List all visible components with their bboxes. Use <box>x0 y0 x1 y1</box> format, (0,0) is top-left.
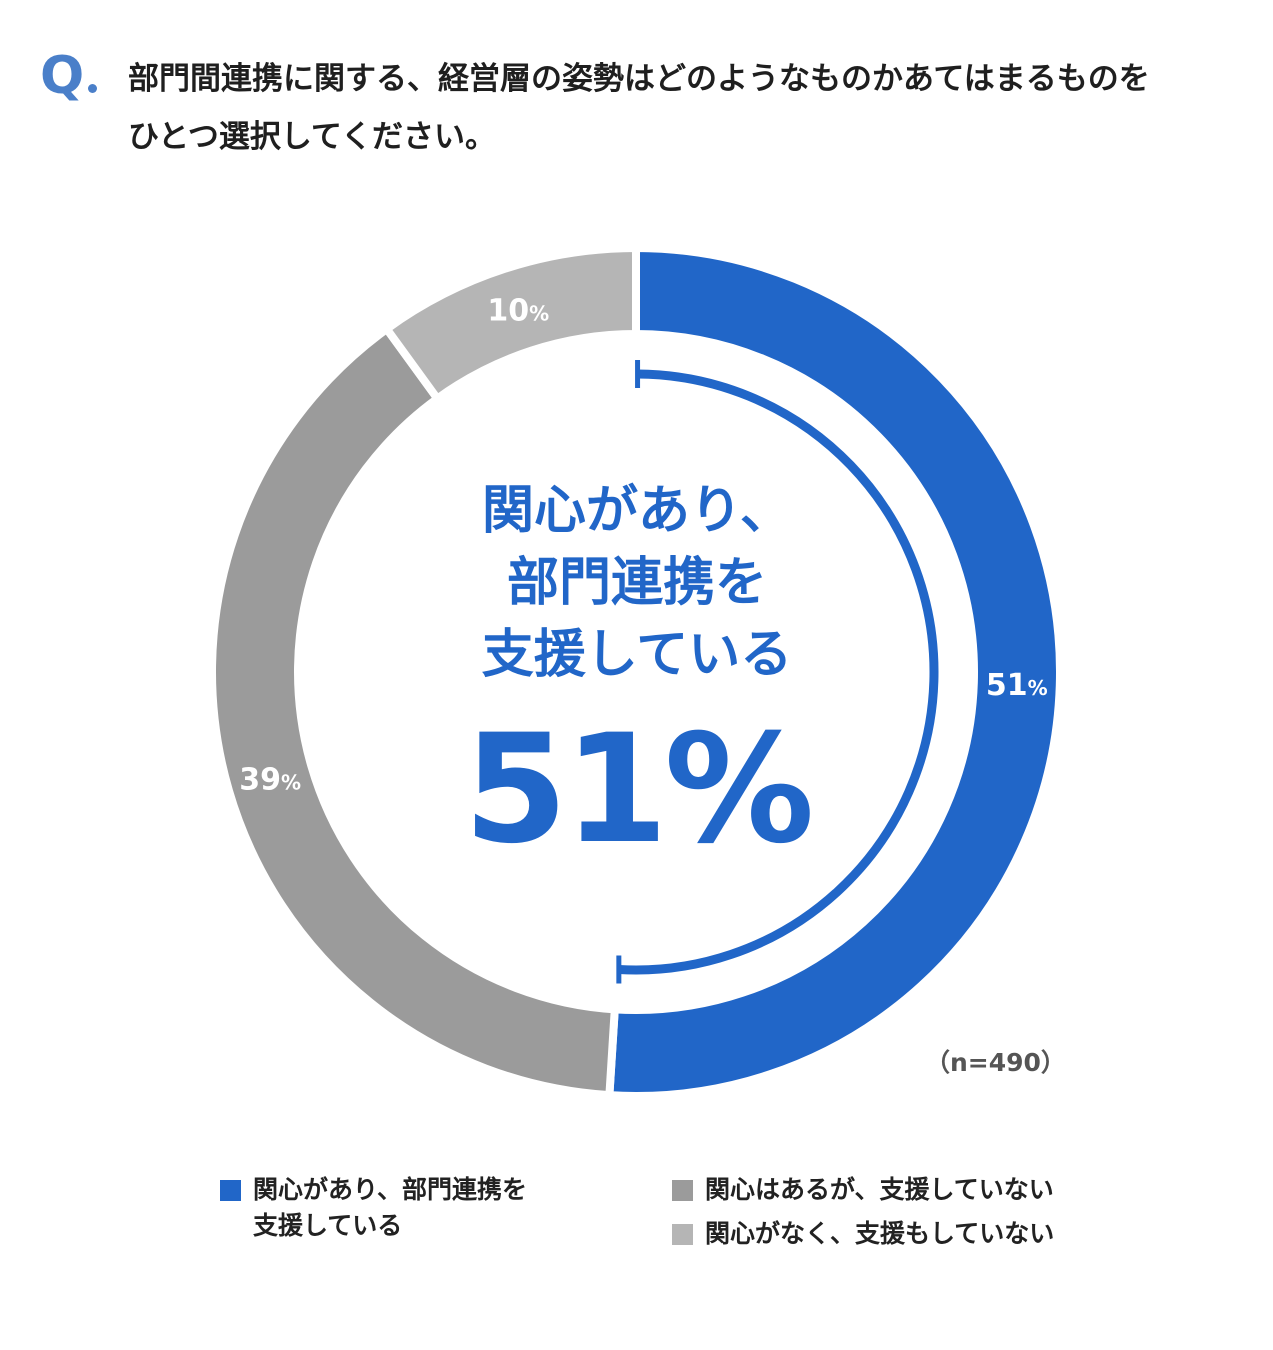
question-line-1: 部門間連携に関する、経営層の姿勢はどのようなものかあてはまるものを <box>128 61 1150 97</box>
center-line-2: 部門連携を <box>506 553 767 613</box>
center-line-1: 関心があり、 <box>482 481 792 541</box>
legend-swatch-no-interest <box>672 1224 693 1245</box>
segment-no-interest <box>381 243 640 405</box>
legend-label-no-interest: 関心がなく、支援もしていない <box>705 1219 1055 1248</box>
legend-swatch-no-support <box>672 1180 693 1201</box>
question-line-2: ひとつ選択してください。 <box>128 119 496 155</box>
legend-item-no-support: 関心はあるが、支援していない <box>672 1172 1054 1208</box>
center-value: 51% <box>463 703 814 877</box>
segment-support <box>605 243 1065 1100</box>
segment-no-support <box>208 323 620 1100</box>
legend-item-no-interest: 関心がなく、支援もしていない <box>672 1216 1054 1252</box>
label-support: 51% <box>986 668 1048 703</box>
legend-label-support: 関心があり、部門連携を 支援している <box>253 1175 528 1240</box>
center-line-3: 支援している <box>481 625 793 685</box>
highlight-bracket-arc <box>618 369 939 975</box>
question-mark-dot <box>88 84 98 93</box>
legend-label-no-support: 関心はあるが、支援していない <box>705 1175 1054 1204</box>
sample-size: （n=490） <box>925 1048 1066 1077</box>
question-text: 部門間連携に関する、経営層の姿勢はどのようなものかあてはまるものを ひとつ選択し… <box>128 50 1248 166</box>
legend-item-support: 関心があり、部門連携を 支援している <box>220 1172 527 1244</box>
center-callout: 関心があり、 部門連携を 支援している 51% <box>437 475 837 875</box>
legend-swatch-support <box>220 1180 241 1201</box>
label-no-interest: 10% <box>487 294 549 329</box>
label-no-support: 39% <box>239 762 301 797</box>
question-mark: Q <box>40 46 110 106</box>
